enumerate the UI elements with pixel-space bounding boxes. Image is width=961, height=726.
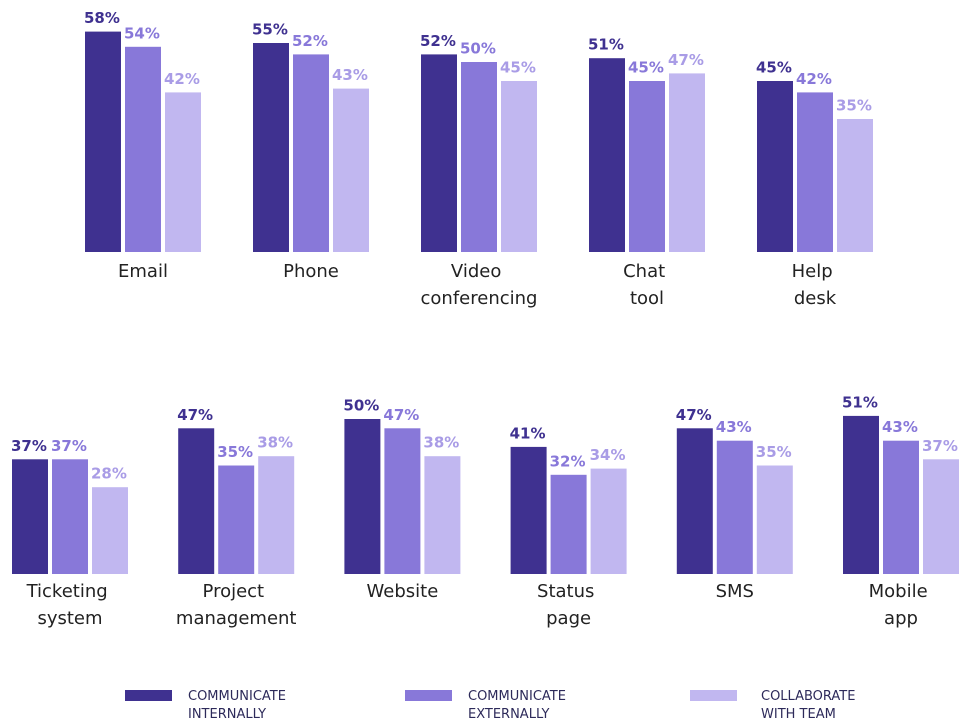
data-label: 43% — [882, 418, 918, 436]
x-tick-label: Phone — [283, 261, 339, 282]
bar — [837, 119, 873, 252]
bar — [756, 465, 793, 574]
data-label: 35% — [836, 97, 872, 115]
bar — [85, 31, 121, 252]
bar — [757, 81, 793, 252]
data-label: 43% — [332, 66, 368, 84]
bar — [12, 459, 48, 574]
data-label: 50% — [343, 397, 379, 415]
data-label: 58% — [84, 9, 120, 27]
bar — [629, 81, 665, 252]
data-label: 50% — [460, 40, 496, 58]
data-label: 37% — [922, 437, 958, 455]
data-label: 32% — [550, 452, 586, 470]
data-label: 38% — [257, 434, 293, 452]
data-label: 42% — [796, 70, 832, 88]
data-label: 38% — [423, 434, 459, 452]
bar — [797, 92, 833, 253]
legend-swatch — [690, 690, 737, 701]
data-label: 45% — [756, 59, 792, 77]
bar — [461, 62, 497, 252]
x-tick-label: Email — [118, 261, 168, 282]
data-label: 35% — [217, 443, 253, 461]
legend-swatch — [125, 690, 172, 701]
bar — [92, 487, 128, 574]
bar — [218, 465, 255, 574]
bar — [716, 440, 753, 574]
bar — [253, 43, 289, 252]
bar — [165, 92, 201, 253]
x-tick-label: SMS — [716, 581, 754, 602]
bar — [883, 440, 919, 574]
data-label: 45% — [500, 59, 536, 77]
data-label: 47% — [668, 51, 704, 69]
data-label: 41% — [510, 424, 546, 442]
data-label: 45% — [628, 59, 664, 77]
data-label: 51% — [842, 393, 878, 411]
x-tick-label: Mobile app — [869, 581, 934, 629]
bar — [344, 419, 381, 574]
x-tick-label: Video conferencing — [421, 261, 538, 309]
data-label: 55% — [252, 21, 288, 39]
legend-label: COLLABORATE WITH TEAM — [761, 689, 860, 722]
bar — [421, 54, 457, 253]
bar — [501, 81, 537, 252]
bar — [550, 474, 587, 574]
x-tick-label: Ticketing system — [26, 581, 114, 629]
data-label: 37% — [11, 437, 47, 455]
data-label: 52% — [420, 32, 456, 50]
legend-label: COMMUNICATE INTERNALLY — [188, 689, 290, 722]
data-label: 42% — [164, 70, 200, 88]
x-tick-label: Website — [367, 581, 439, 602]
legend-swatch — [405, 690, 452, 701]
data-label: 47% — [177, 406, 213, 424]
data-label: 43% — [716, 418, 752, 436]
data-label: 35% — [756, 443, 792, 461]
bar — [125, 46, 161, 252]
bar — [333, 88, 369, 252]
data-label: 47% — [676, 406, 712, 424]
bar — [669, 73, 705, 253]
bar — [293, 54, 329, 253]
x-tick-label: Help desk — [792, 261, 839, 309]
bar — [590, 468, 627, 574]
legend-label: COMMUNICATE EXTERNALLY — [468, 689, 570, 722]
data-label: 34% — [590, 446, 626, 464]
x-tick-label: Chat tool — [623, 261, 671, 309]
data-label: 51% — [588, 36, 624, 54]
bar — [424, 456, 461, 574]
data-label: 28% — [91, 465, 127, 483]
data-label: 37% — [51, 437, 87, 455]
bar — [676, 428, 713, 574]
x-tick-label: Status page — [537, 581, 600, 629]
x-tick-label: Project management — [176, 581, 297, 629]
bar — [178, 428, 215, 574]
bar — [589, 58, 625, 253]
bar — [258, 456, 295, 574]
bar — [843, 415, 879, 574]
data-label: 47% — [383, 406, 419, 424]
data-label: 52% — [292, 32, 328, 50]
bar — [384, 428, 421, 574]
bar — [52, 459, 88, 574]
bar — [923, 459, 959, 574]
bar — [510, 446, 547, 574]
data-label: 54% — [124, 24, 160, 42]
